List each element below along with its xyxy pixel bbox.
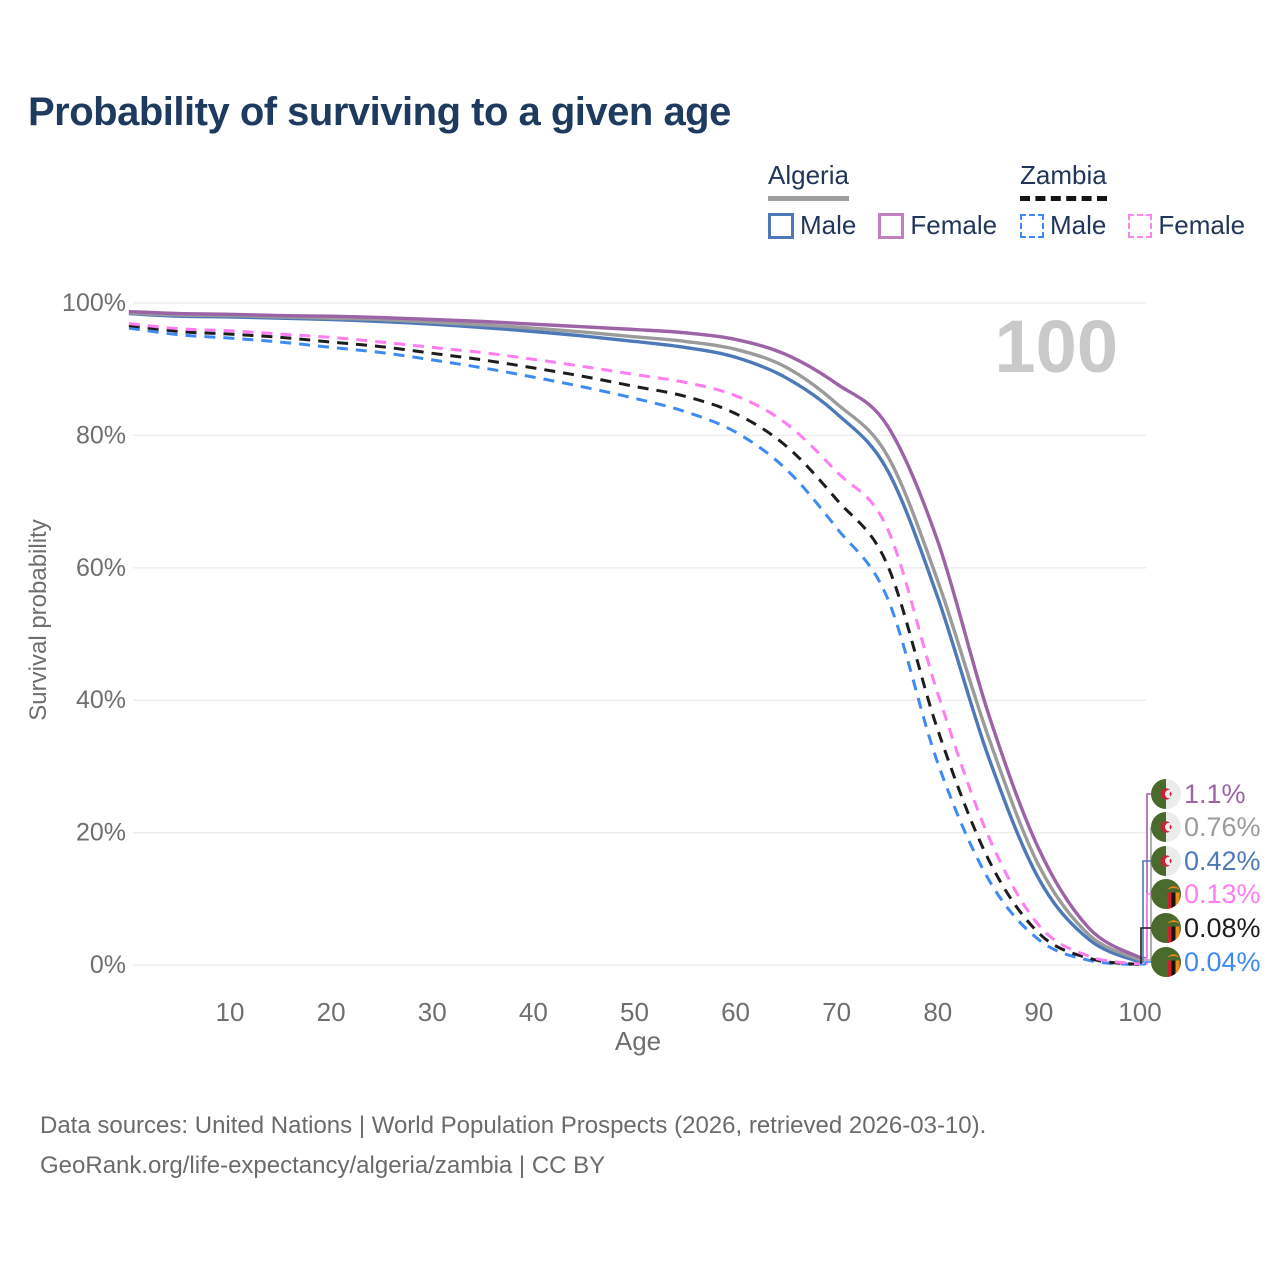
end-value-label-zambia-female: 0.13% — [1184, 879, 1261, 909]
end-value-label-algeria-both-sexes: 0.76% — [1184, 812, 1261, 842]
y-tick-label-0: 0% — [90, 951, 126, 979]
algeria-flag-icon — [1151, 779, 1181, 809]
legend-swatch-algeria-female[interactable] — [878, 212, 905, 239]
legend-swatch-zambia-female[interactable] — [1128, 213, 1153, 238]
series-line-algeria-both-sexes — [128, 311, 1141, 962]
legend-group-algeria: Algeria Male Female — [768, 160, 1019, 241]
legend-label-algeria-female[interactable]: Female — [910, 210, 998, 240]
algeria-flag-icon — [1151, 846, 1181, 876]
x-tick-label-100: 100 — [1118, 997, 1161, 1027]
legend-swatch-algeria-male[interactable] — [768, 212, 794, 239]
legend-country-zambia[interactable]: Zambia — [1020, 160, 1107, 201]
series-line-zambia-both-sexes — [128, 324, 1141, 966]
x-tick-label-80: 80 — [923, 997, 952, 1027]
end-value-label-algeria-male: 0.42% — [1184, 846, 1261, 876]
y-tick-label-100: 100% — [62, 289, 126, 317]
legend-label-zambia-female[interactable]: Female — [1158, 210, 1246, 240]
legend-swatch-zambia-male[interactable] — [1020, 213, 1044, 238]
x-tick-label-50: 50 — [620, 997, 649, 1027]
algeria-flag-icon — [1151, 812, 1181, 842]
series-line-algeria-male — [128, 311, 1141, 964]
page-title: Probability of surviving to a given age — [28, 90, 731, 134]
series-line-zambia-male — [128, 326, 1141, 967]
curve-layer — [128, 309, 1141, 967]
footer-data-sources: Data sources: United Nations | World Pop… — [40, 1112, 987, 1139]
legend-group-zambia: Zambia Male Female — [1020, 160, 1267, 241]
footer-attribution-link[interactable]: GeoRank.org/life-expectancy/algeria/zamb… — [40, 1152, 606, 1179]
x-tick-label-20: 20 — [317, 997, 346, 1027]
end-value-label-algeria-female: 1.1% — [1184, 779, 1246, 809]
series-line-algeria-female — [128, 309, 1141, 960]
zambia-flag-icon — [1151, 947, 1181, 977]
leader-line-4 — [1140, 927, 1151, 966]
chart-footer: Data sources: United Nations | World Pop… — [40, 1106, 986, 1186]
y-axis-title: Survival probability — [25, 519, 52, 720]
age-cursor-watermark: 100 — [995, 305, 1118, 388]
x-tick-label-40: 40 — [519, 997, 548, 1027]
x-tick-label-30: 30 — [418, 997, 447, 1027]
grid-layer: 100% 80% 60% 40% 20% 0% 10 20 30 40 50 60 70 80 90 100 — [62, 289, 1162, 1027]
y-tick-label-40: 40% — [76, 686, 126, 714]
legend-label-zambia-male[interactable]: Male — [1050, 210, 1107, 240]
end-value-label-zambia-both-sexes: 0.08% — [1184, 913, 1261, 943]
x-axis-title: Age — [615, 1026, 661, 1056]
y-tick-label-80: 80% — [76, 421, 126, 449]
end-value-label-zambia-male: 0.04% — [1184, 947, 1261, 977]
zambia-flag-icon — [1151, 879, 1181, 909]
zambia-flag-icon — [1151, 913, 1181, 943]
x-tick-label-10: 10 — [216, 997, 245, 1027]
x-tick-label-90: 90 — [1024, 997, 1053, 1027]
y-tick-label-60: 60% — [76, 554, 126, 582]
leader-line-5 — [1140, 961, 1151, 966]
annotation-layer: 1.1%0.76% 0.42%0.13% 0.08% 0.04% — [1140, 779, 1261, 977]
x-tick-label-60: 60 — [721, 997, 750, 1027]
y-tick-label-20: 20% — [76, 819, 126, 847]
legend-label-algeria-male[interactable]: Male — [800, 210, 857, 240]
x-tick-label-70: 70 — [822, 997, 851, 1027]
series-line-zambia-female — [128, 322, 1141, 966]
legend-country-algeria[interactable]: Algeria — [768, 160, 849, 201]
